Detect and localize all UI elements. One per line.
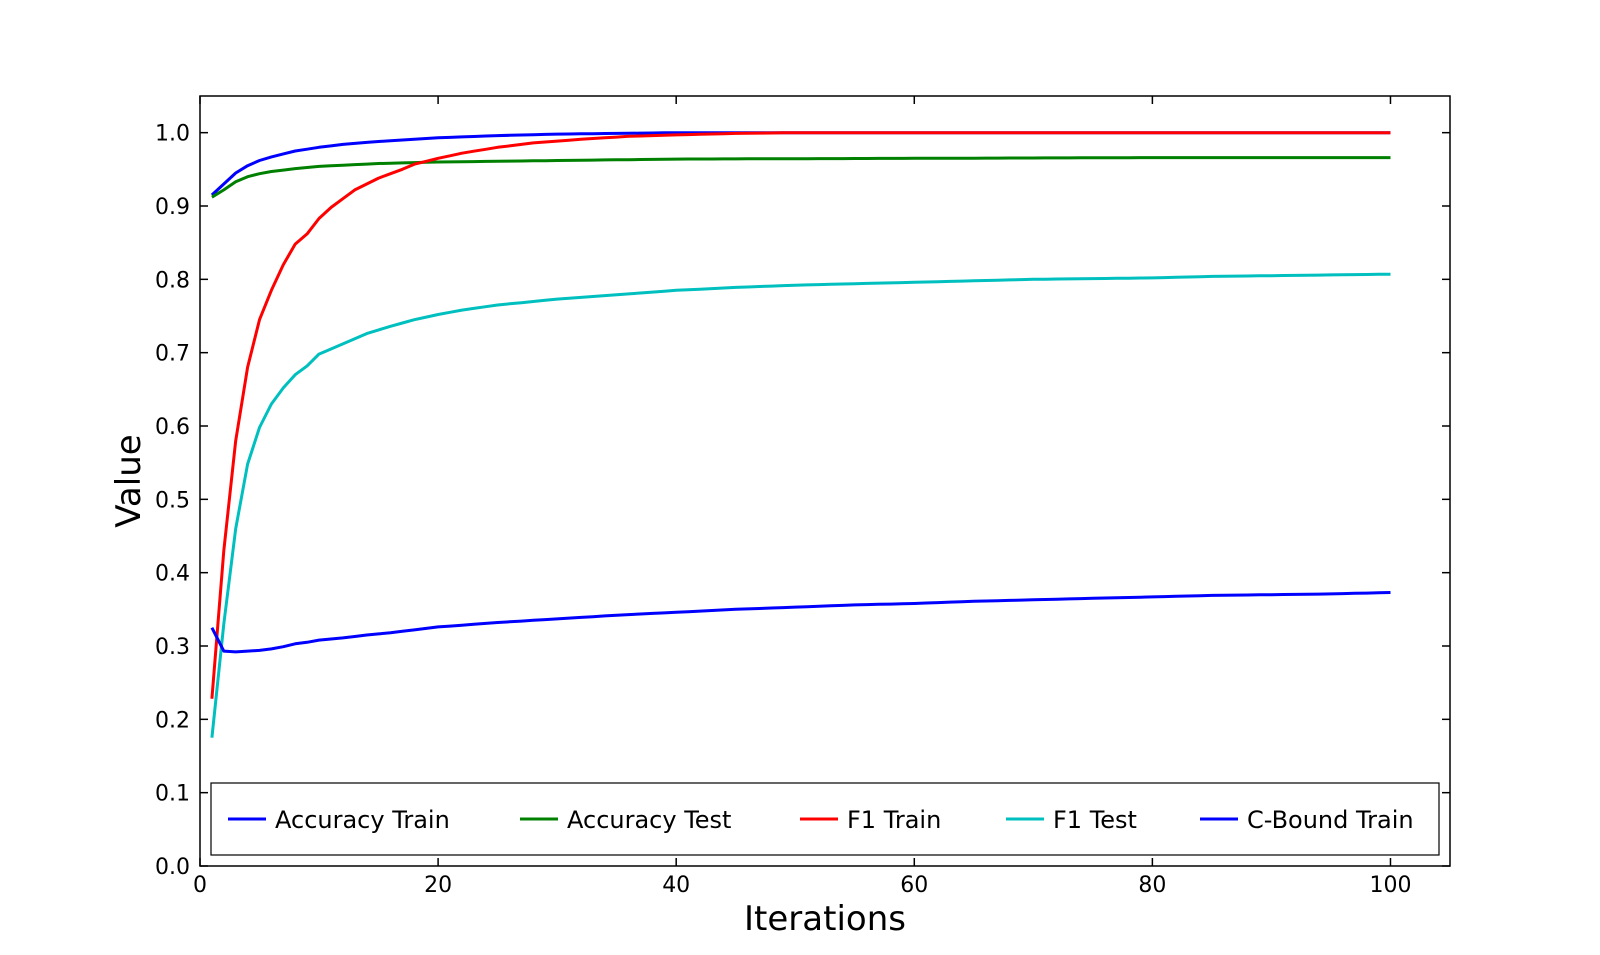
x-tick-label: 80 [1138,873,1166,898]
legend: Accuracy Train Accuracy Test F1 Train F1 Te… [210,782,1440,856]
legend-label: F1 Test [1053,806,1137,834]
x-tick-label: 0 [193,873,207,898]
y-tick-label: 0.5 [155,488,190,513]
y-tick-label: 0.9 [155,195,190,220]
y-tick-label: 0.0 [155,855,190,880]
y-tick-label: 0.7 [155,342,190,367]
y-axis-title: Value [109,434,149,527]
series-line-f1-test [210,272,1391,738]
series-line-accuracy-test [211,156,1391,199]
y-tick-label: 0.4 [155,562,190,587]
ticks-layer: 0 20 40 60 80 100 0.0 0.1 0.2 0.3 0.4 0.5 0.6 0.7 0.8 0… [155,96,1450,898]
y-tick-label: 0.6 [155,415,190,440]
y-tick-label: 0.2 [155,708,190,733]
x-tick-label: 60 [900,873,928,898]
series-line-c-bound-train [210,591,1391,654]
plot-frame [199,95,1451,867]
legend-label: Accuracy Train [275,806,450,834]
series-layer [210,131,1391,738]
series-line-f1-train [210,131,1391,699]
legend-label: C-Bound Train [1247,806,1414,834]
x-axis-title: Iterations [744,899,906,939]
legend-label: Accuracy Test [567,806,731,834]
y-tick-label: 0.3 [155,635,190,660]
y-tick-label: 0.8 [155,268,190,293]
legend-label: F1 Train [847,806,941,834]
y-tick-label: 1.0 [155,122,190,147]
x-tick-label: 40 [662,873,690,898]
y-tick-label: 0.1 [155,782,190,807]
x-tick-label: 20 [424,873,452,898]
x-tick-label: 100 [1369,873,1411,898]
